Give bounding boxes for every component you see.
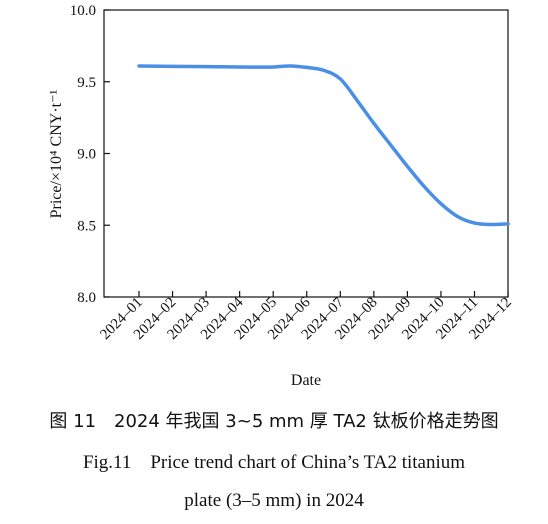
figure-caption-chinese: 图 11 2024 年我国 3~5 mm 厚 TA2 钛板价格走势图 [49, 411, 499, 432]
y-axis: 8.0 8.5 9.0 9.5 10.0 [70, 3, 110, 306]
plot-frame [103, 9, 509, 298]
x-axis: 2024–012024–022024–032024–042024–052024–… [97, 291, 515, 343]
y-tick-label: 10.0 [70, 3, 96, 19]
y-tick-label: 8.0 [77, 290, 96, 306]
price-trend-chart: 8.0 8.5 9.0 9.5 10.0 2024–012024–022024–0320… [48, 3, 515, 389]
y-tick-label: 9.0 [77, 147, 96, 163]
x-axis-title: Date [291, 372, 321, 389]
y-tick-label: 8.5 [77, 218, 96, 234]
figure-caption-english-line2: plate (3–5 mm) in 2024 [184, 490, 364, 511]
price-line [137, 64, 510, 227]
y-tick-label: 9.5 [77, 75, 96, 91]
y-axis-title: Price/×10⁴ CNY·t⁻¹ [48, 89, 65, 218]
figure-caption-english-line1: Fig.11 Price trend chart of China’s TA2 … [82, 452, 466, 473]
